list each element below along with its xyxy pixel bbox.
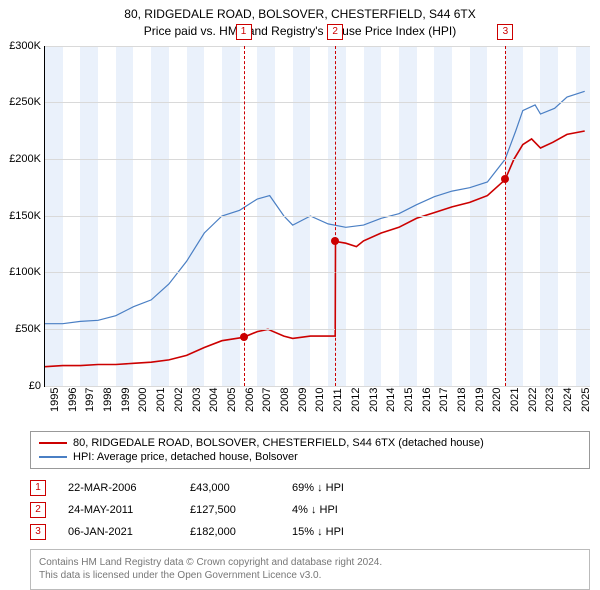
y-axis-label: £250K bbox=[3, 96, 41, 108]
y-axis-label: £150K bbox=[3, 210, 41, 222]
x-axis-label: 2002 bbox=[173, 387, 185, 411]
event-price: £182,000 bbox=[190, 526, 270, 538]
event-price: £43,000 bbox=[190, 482, 270, 494]
y-axis-label: £200K bbox=[3, 153, 41, 165]
title-line-1: 80, RIDGEDALE ROAD, BOLSOVER, CHESTERFIE… bbox=[0, 6, 600, 23]
x-axis-label: 2003 bbox=[191, 387, 203, 411]
x-axis-label: 2025 bbox=[580, 387, 592, 411]
x-axis-label: 1997 bbox=[84, 387, 96, 411]
x-axis-label: 2012 bbox=[350, 387, 362, 411]
x-axis-label: 2018 bbox=[456, 387, 468, 411]
x-axis-label: 2007 bbox=[261, 387, 273, 411]
x-axis-label: 2016 bbox=[421, 387, 433, 411]
event-delta: 69% ↓ HPI bbox=[292, 482, 344, 494]
events-table: 1 22-MAR-2006 £43,000 69% ↓ HPI 2 24-MAY-2011… bbox=[30, 477, 590, 543]
y-axis-label: £100K bbox=[3, 266, 41, 278]
legend-row: HPI: Average price, detached house, Bols… bbox=[39, 450, 581, 464]
event-row: 3 06-JAN-2021 £182,000 15% ↓ HPI bbox=[30, 521, 590, 543]
y-axis-label: £50K bbox=[3, 323, 41, 335]
x-axis-label: 2023 bbox=[544, 387, 556, 411]
x-axis-label: 2024 bbox=[562, 387, 574, 411]
y-axis-label: £0 bbox=[3, 380, 41, 392]
x-axis-label: 2000 bbox=[137, 387, 149, 411]
x-axis-label: 2004 bbox=[208, 387, 220, 411]
data-point bbox=[240, 333, 248, 341]
x-axis-label: 2019 bbox=[474, 387, 486, 411]
footer: Contains HM Land Registry data © Crown c… bbox=[30, 549, 590, 590]
x-axis-label: 2020 bbox=[491, 387, 503, 411]
x-axis-label: 2014 bbox=[385, 387, 397, 411]
data-point bbox=[501, 175, 509, 183]
chart-area: £0£50K£100K£150K£200K£250K£300K199519961… bbox=[44, 46, 590, 387]
x-axis-label: 1999 bbox=[120, 387, 132, 411]
event-delta: 15% ↓ HPI bbox=[292, 526, 344, 538]
legend: 80, RIDGEDALE ROAD, BOLSOVER, CHESTERFIE… bbox=[30, 431, 590, 469]
footer-line-2: This data is licensed under the Open Gov… bbox=[39, 569, 581, 583]
event-delta: 4% ↓ HPI bbox=[292, 504, 338, 516]
event-marker: 3 bbox=[30, 524, 46, 540]
x-axis-label: 2015 bbox=[403, 387, 415, 411]
data-point bbox=[331, 237, 339, 245]
x-axis-label: 2013 bbox=[368, 387, 380, 411]
x-axis-label: 2010 bbox=[314, 387, 326, 411]
x-axis-label: 1998 bbox=[102, 387, 114, 411]
legend-swatch-blue bbox=[39, 456, 67, 458]
event-price: £127,500 bbox=[190, 504, 270, 516]
event-row: 2 24-MAY-2011 £127,500 4% ↓ HPI bbox=[30, 499, 590, 521]
x-axis-label: 2017 bbox=[438, 387, 450, 411]
x-axis-label: 2005 bbox=[226, 387, 238, 411]
event-row: 1 22-MAR-2006 £43,000 69% ↓ HPI bbox=[30, 477, 590, 499]
legend-label: HPI: Average price, detached house, Bols… bbox=[73, 451, 298, 463]
marker-1: 1 bbox=[236, 24, 252, 40]
y-axis-label: £300K bbox=[3, 40, 41, 52]
x-axis-label: 2009 bbox=[297, 387, 309, 411]
chart-container: 80, RIDGEDALE ROAD, BOLSOVER, CHESTERFIE… bbox=[0, 0, 600, 590]
event-date: 22-MAR-2006 bbox=[68, 482, 168, 494]
event-marker: 1 bbox=[30, 480, 46, 496]
legend-label: 80, RIDGEDALE ROAD, BOLSOVER, CHESTERFIE… bbox=[73, 437, 484, 449]
x-axis-label: 2008 bbox=[279, 387, 291, 411]
event-date: 24-MAY-2011 bbox=[68, 504, 168, 516]
legend-swatch-red bbox=[39, 442, 67, 444]
footer-line-1: Contains HM Land Registry data © Crown c… bbox=[39, 556, 581, 570]
x-axis-label: 2011 bbox=[332, 388, 344, 412]
event-marker: 2 bbox=[30, 502, 46, 518]
event-date: 06-JAN-2021 bbox=[68, 526, 168, 538]
marker-2: 2 bbox=[327, 24, 343, 40]
legend-row: 80, RIDGEDALE ROAD, BOLSOVER, CHESTERFIE… bbox=[39, 436, 581, 450]
marker-3: 3 bbox=[497, 24, 513, 40]
x-axis-label: 2001 bbox=[155, 387, 167, 411]
x-axis-label: 2021 bbox=[509, 387, 521, 411]
x-axis-label: 1995 bbox=[49, 387, 61, 411]
x-axis-label: 2022 bbox=[527, 387, 539, 411]
x-axis-label: 1996 bbox=[67, 387, 79, 411]
x-axis-label: 2006 bbox=[244, 387, 256, 411]
